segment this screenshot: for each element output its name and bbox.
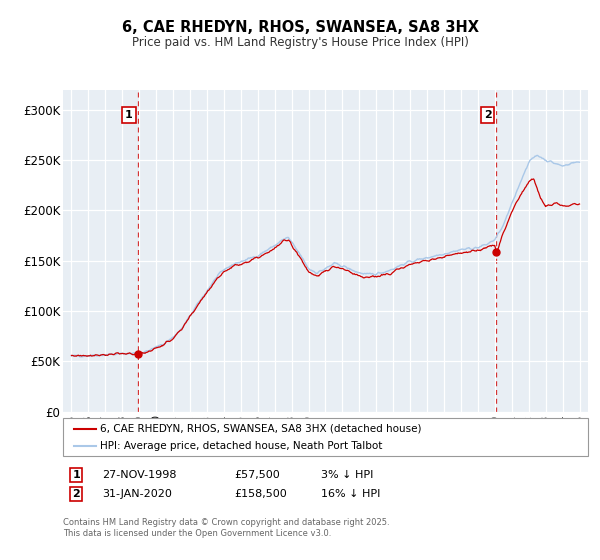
Text: This data is licensed under the Open Government Licence v3.0.: This data is licensed under the Open Gov… bbox=[63, 529, 331, 538]
Text: 16% ↓ HPI: 16% ↓ HPI bbox=[321, 489, 380, 499]
Text: 2: 2 bbox=[484, 110, 491, 120]
Text: 1: 1 bbox=[73, 470, 80, 480]
Text: Price paid vs. HM Land Registry's House Price Index (HPI): Price paid vs. HM Land Registry's House … bbox=[131, 36, 469, 49]
Text: 6, CAE RHEDYN, RHOS, SWANSEA, SA8 3HX: 6, CAE RHEDYN, RHOS, SWANSEA, SA8 3HX bbox=[121, 20, 479, 35]
Text: HPI: Average price, detached house, Neath Port Talbot: HPI: Average price, detached house, Neat… bbox=[100, 441, 383, 451]
Text: £158,500: £158,500 bbox=[234, 489, 287, 499]
Text: 2: 2 bbox=[73, 489, 80, 499]
Text: Contains HM Land Registry data © Crown copyright and database right 2025.: Contains HM Land Registry data © Crown c… bbox=[63, 518, 389, 527]
Text: 3% ↓ HPI: 3% ↓ HPI bbox=[321, 470, 373, 480]
Text: 27-NOV-1998: 27-NOV-1998 bbox=[102, 470, 176, 480]
Text: 31-JAN-2020: 31-JAN-2020 bbox=[102, 489, 172, 499]
Text: £57,500: £57,500 bbox=[234, 470, 280, 480]
Text: 1: 1 bbox=[125, 110, 133, 120]
Text: 6, CAE RHEDYN, RHOS, SWANSEA, SA8 3HX (detached house): 6, CAE RHEDYN, RHOS, SWANSEA, SA8 3HX (d… bbox=[100, 423, 422, 433]
